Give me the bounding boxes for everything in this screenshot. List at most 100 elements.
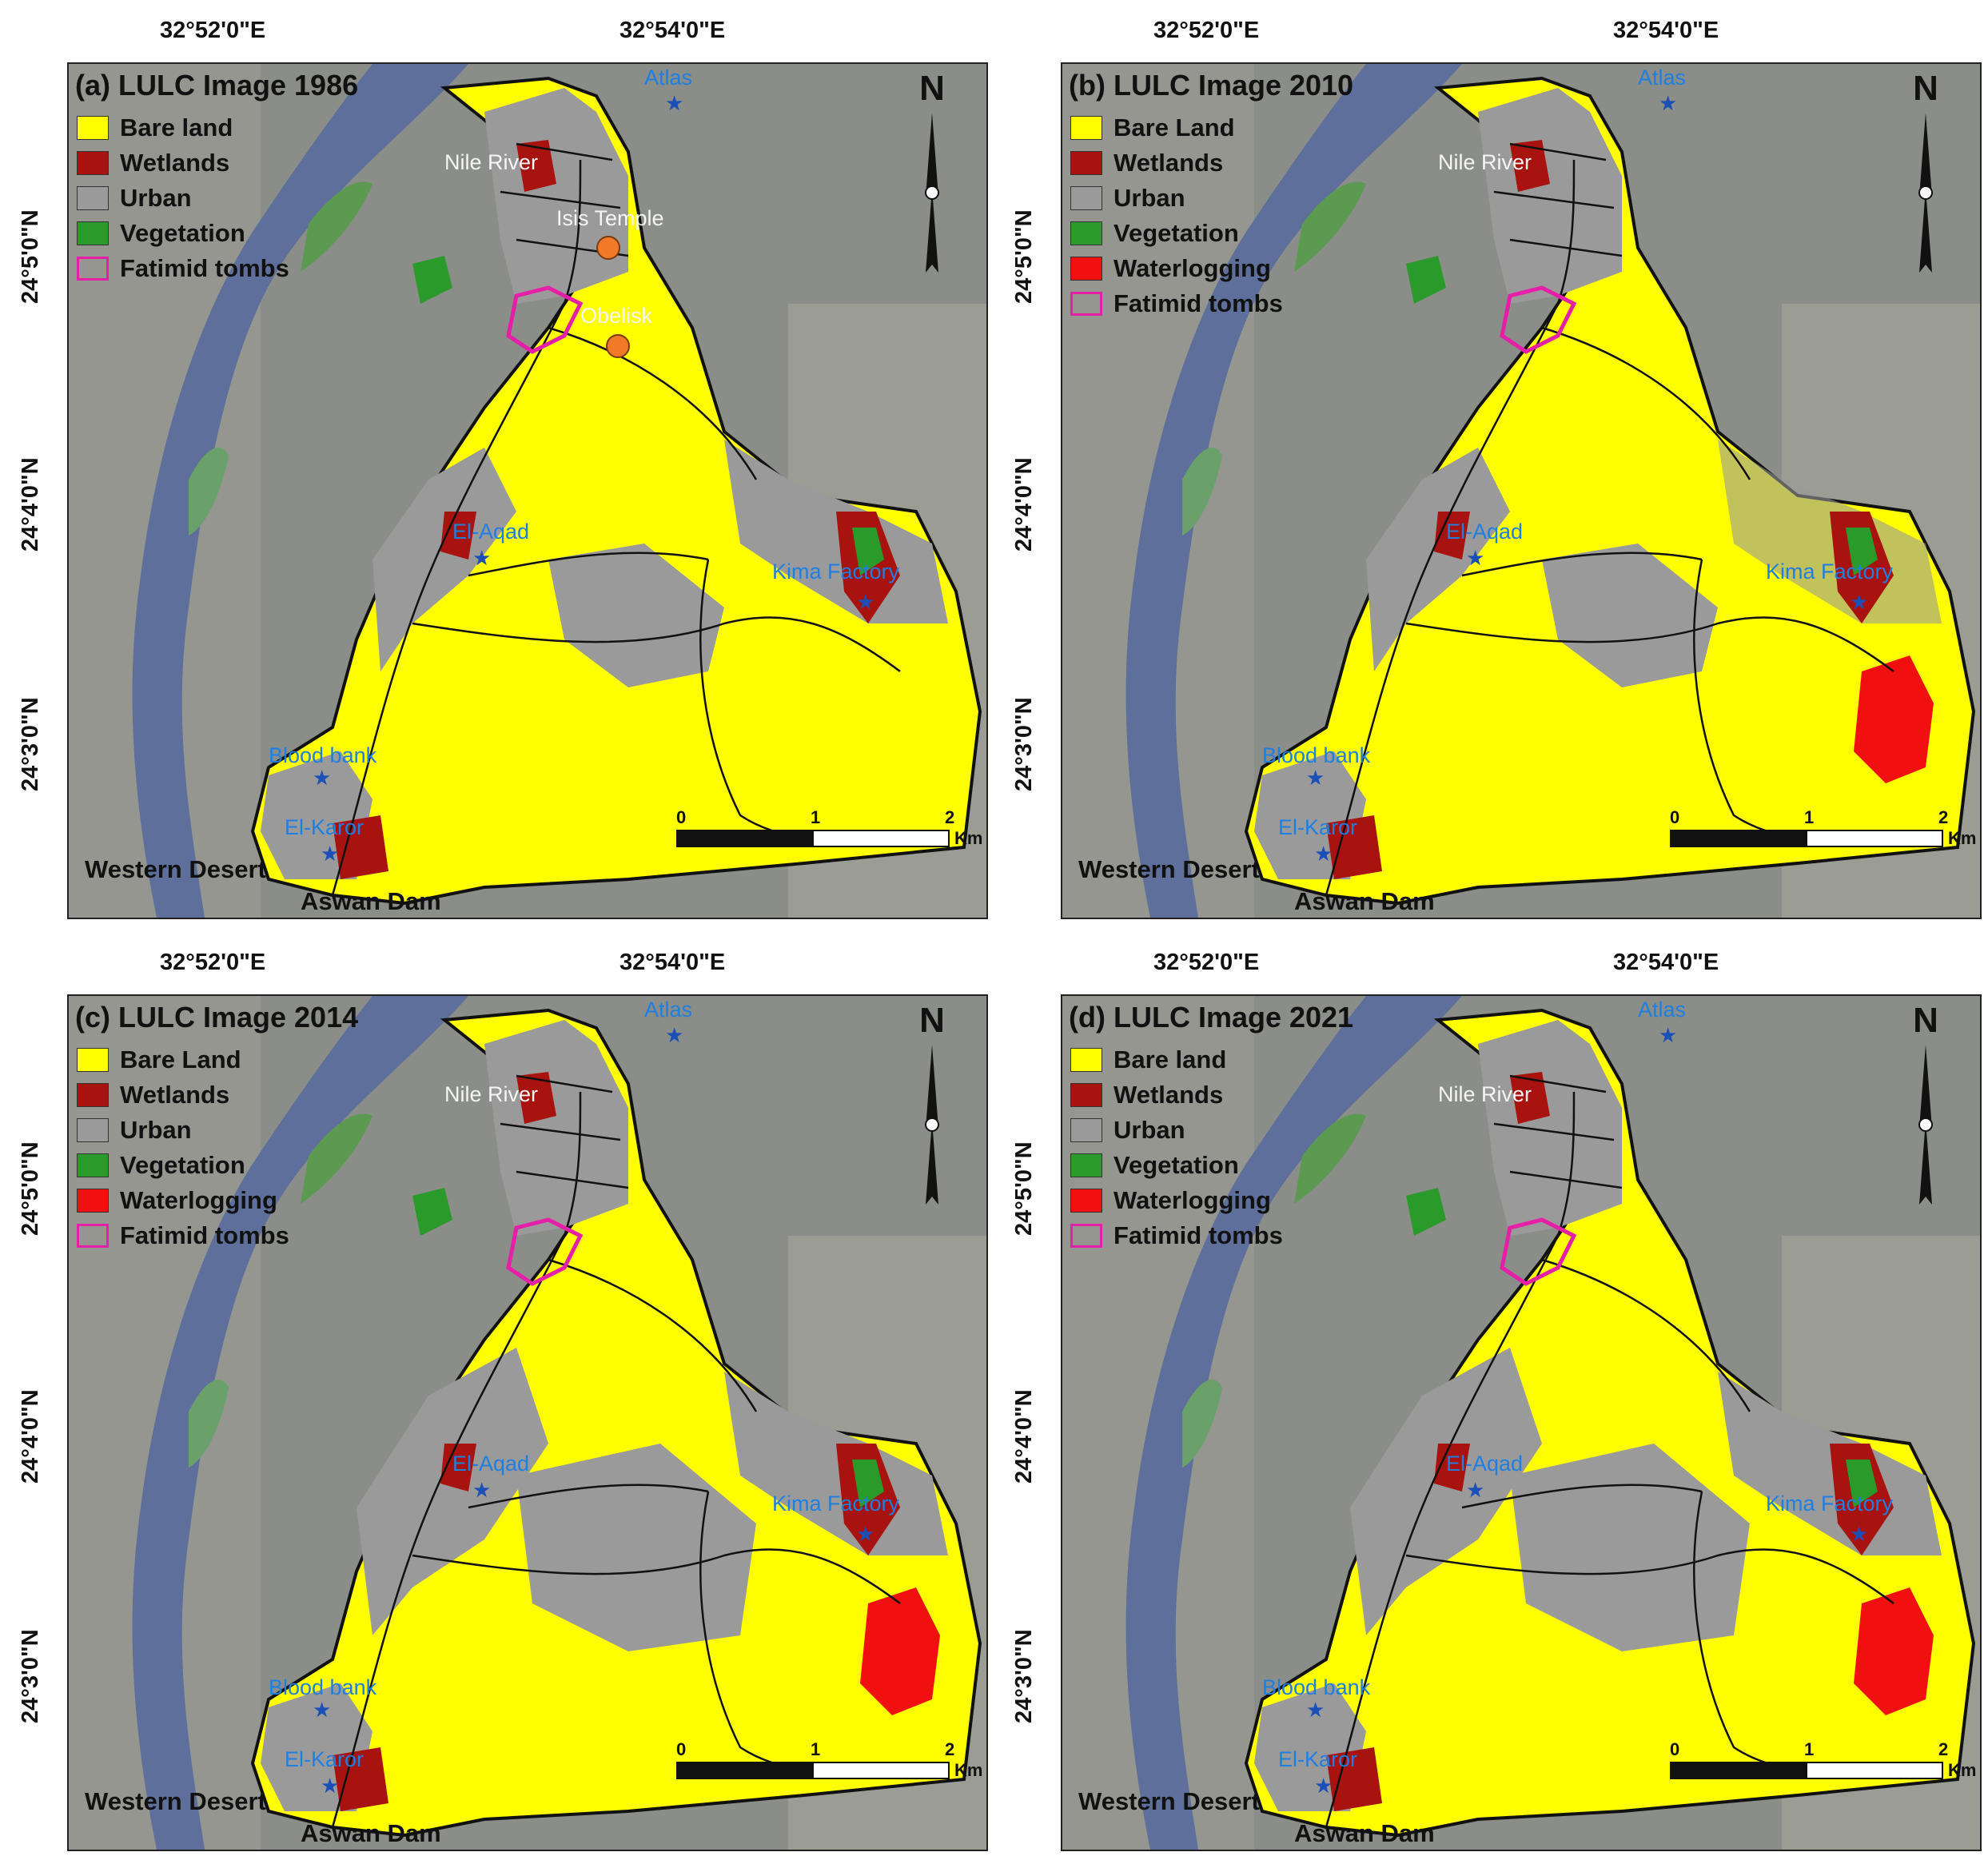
map-label-isis-temple: Isis Temple bbox=[556, 206, 664, 230]
location-star-icon: ★ bbox=[1306, 766, 1325, 790]
location-star-icon: ★ bbox=[321, 1774, 340, 1798]
scale-tick-label: 2 bbox=[945, 1739, 955, 1759]
legend-item: Urban bbox=[77, 1113, 289, 1148]
urban-area bbox=[373, 448, 516, 671]
river-island bbox=[1182, 448, 1222, 536]
fatimid-tombs-outline bbox=[506, 285, 584, 354]
wetland-patch bbox=[333, 815, 388, 879]
vegetation-patch bbox=[1846, 528, 1878, 576]
legend-swatch bbox=[77, 186, 109, 210]
longitude-label: 32°54'0"E bbox=[620, 950, 726, 975]
lulc-map-graphic bbox=[1062, 996, 1980, 1850]
latitude-label: 24°5'0"N bbox=[1011, 1141, 1037, 1236]
scale-bar-segment bbox=[676, 1762, 814, 1779]
map-label-kima-factory: Kima Factory bbox=[1766, 560, 1894, 583]
location-star-icon: ★ bbox=[472, 546, 492, 570]
legend-item: Urban bbox=[77, 181, 289, 216]
legend-swatch bbox=[1070, 116, 1102, 140]
legend-item: Wetlands bbox=[77, 1077, 289, 1113]
map-label-kima-factory: Kima Factory bbox=[772, 1492, 900, 1515]
waterlogging-patch bbox=[1854, 1587, 1934, 1715]
location-star-icon: ★ bbox=[1659, 91, 1678, 115]
north-label: N bbox=[919, 1001, 945, 1040]
location-star-icon: ★ bbox=[321, 842, 340, 866]
legend-label: Bare land bbox=[1114, 1046, 1227, 1073]
isis-temple-marker bbox=[596, 236, 620, 260]
map-label-el-aqad: El-Aqad bbox=[452, 520, 530, 544]
location-star-icon: ★ bbox=[313, 1698, 332, 1722]
legend-label: Bare land bbox=[120, 114, 233, 141]
map-panel-a: 32°52'0"E 32°54'0"E 24°5'0"N 24°4'0"N 24… bbox=[0, 0, 994, 932]
legend-item: Bare land bbox=[77, 110, 289, 145]
longitude-label: 32°54'0"E bbox=[1613, 950, 1719, 975]
longitude-label: 32°54'0"E bbox=[1613, 18, 1719, 43]
legend-label: Wetlands bbox=[120, 149, 230, 177]
legend-label: Waterlogging bbox=[120, 1186, 277, 1214]
wetland-patch bbox=[516, 140, 556, 192]
urban-area bbox=[1366, 448, 1510, 671]
legend-swatch bbox=[1070, 221, 1102, 245]
river-island bbox=[301, 181, 373, 272]
scale-tick-label: 0 bbox=[1670, 807, 1680, 827]
legend-label: Vegetation bbox=[120, 1151, 245, 1179]
map-label-aswan-dam: Aswan Dam bbox=[1294, 1819, 1435, 1847]
map-frame: (b) LULC Image 2010 Bare Land Wetlands Urb… bbox=[1061, 62, 1982, 919]
lulc-map-graphic bbox=[1062, 64, 1980, 918]
vegetation-patch bbox=[1846, 1460, 1878, 1508]
map-label-nile-river: Nile River bbox=[1438, 1082, 1532, 1106]
scale-tick-label: 1 bbox=[811, 1739, 821, 1759]
legend-item: Bare Land bbox=[77, 1042, 289, 1077]
legend-label: Wetlands bbox=[120, 1081, 230, 1109]
vegetation-patch bbox=[412, 256, 452, 304]
road-network bbox=[1325, 1074, 1942, 1828]
scale-bar: 0 1 2 Km bbox=[676, 807, 982, 855]
legend-swatch bbox=[1070, 186, 1102, 210]
legend-item: Wetlands bbox=[77, 145, 289, 181]
map-label-atlas: Atlas bbox=[1638, 998, 1687, 1022]
latitude-label: 24°4'0"N bbox=[18, 457, 43, 552]
map-frame: (a) LULC Image 1986 Bare land Wetlands Urb… bbox=[67, 62, 988, 919]
scale-unit-label: Km bbox=[954, 1760, 983, 1780]
north-arrow-icon bbox=[925, 113, 939, 273]
location-star-icon: ★ bbox=[313, 766, 332, 790]
location-star-icon: ★ bbox=[1306, 1698, 1325, 1722]
legend-label: Waterlogging bbox=[1114, 254, 1271, 282]
vegetation-patch bbox=[1406, 256, 1446, 304]
legend-swatch bbox=[77, 1153, 109, 1177]
location-star-icon: ★ bbox=[1466, 1478, 1485, 1502]
map-legend: Bare Land Wetlands Urban Vegetation Waterlog… bbox=[1070, 110, 1283, 321]
wetland-patch bbox=[1434, 512, 1470, 560]
urban-area bbox=[357, 1348, 548, 1635]
latitude-label: 24°4'0"N bbox=[1011, 457, 1037, 552]
scale-tick-label: 0 bbox=[1670, 1739, 1680, 1759]
scale-bar-segment bbox=[812, 830, 950, 847]
scale-bar: 0 1 2 Km bbox=[1670, 807, 1976, 855]
north-arrow: N bbox=[908, 69, 956, 277]
study-area-boundary bbox=[250, 1008, 982, 1838]
map-label-kima-factory: Kima Factory bbox=[772, 560, 900, 583]
legend-item: Fatimid tombs bbox=[1070, 286, 1283, 321]
study-area-boundary bbox=[250, 76, 982, 906]
map-label-el-aqad: El-Aqad bbox=[1446, 1452, 1524, 1476]
legend-label: Fatimid tombs bbox=[1114, 1221, 1283, 1249]
legend-swatch bbox=[77, 1048, 109, 1072]
legend-label: Fatimid tombs bbox=[120, 1221, 289, 1249]
latitude-label: 24°5'0"N bbox=[18, 1141, 43, 1236]
scale-tick-label: 0 bbox=[676, 807, 687, 827]
lulc-map-graphic bbox=[69, 996, 986, 1850]
urban-area bbox=[1350, 1348, 1542, 1635]
legend-item: Vegetation bbox=[1070, 1148, 1283, 1183]
map-label-el-aqad: El-Aqad bbox=[1446, 520, 1524, 544]
legend-item: Fatimid tombs bbox=[77, 1218, 289, 1253]
scale-bar-segment bbox=[1806, 1762, 1943, 1779]
legend-swatch bbox=[77, 151, 109, 175]
river-island bbox=[1294, 181, 1366, 272]
map-legend: Bare land Wetlands Urban Vegetation Fatimid … bbox=[77, 110, 289, 286]
vegetation-patch bbox=[412, 1188, 452, 1236]
legend-swatch bbox=[1070, 1048, 1102, 1072]
legend-label: Urban bbox=[120, 184, 192, 212]
urban-area bbox=[548, 544, 724, 687]
north-arrow-icon bbox=[925, 1045, 939, 1205]
scale-tick-label: 1 bbox=[811, 807, 821, 827]
legend-label: Urban bbox=[120, 1116, 192, 1144]
